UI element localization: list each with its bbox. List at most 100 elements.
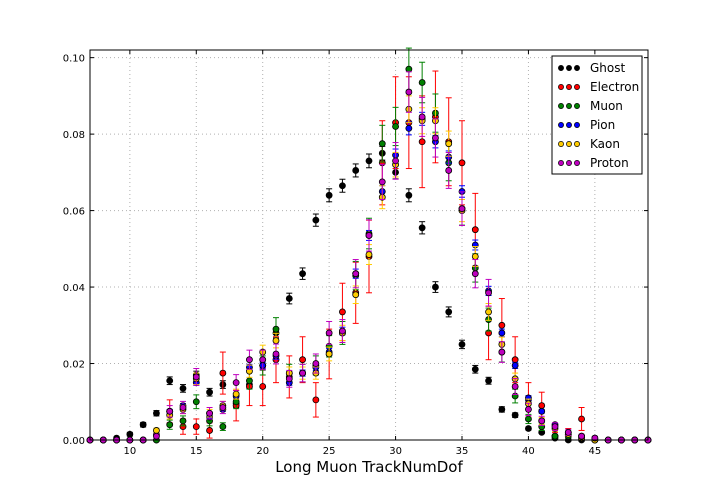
legend-marker [558,103,564,109]
data-point [378,140,386,148]
data-point [299,356,306,364]
legend-label: Electron [590,80,639,94]
data-point [445,140,453,148]
data-point [525,415,532,423]
data-point [166,377,174,385]
legend-marker [566,65,572,71]
legend-label: Kaon [590,137,620,151]
legend-label: Muon [590,99,623,113]
data-point [578,415,585,423]
data-point [272,325,280,333]
data-point [339,182,346,190]
data-point [232,398,240,406]
data-point [378,178,386,186]
legend-item: Proton [558,156,629,170]
data-point [285,295,293,302]
data-point [153,432,160,440]
y-tick-label: 0.06 [63,207,85,218]
data-point [511,356,519,364]
data-point [325,350,333,358]
data-point [166,407,174,415]
data-point [538,402,546,409]
data-point [471,270,479,278]
data-point [538,417,546,425]
legend-item: Ghost [558,61,625,75]
x-tick-label: 40 [522,446,535,457]
data-point [498,321,506,329]
data-point [458,205,466,213]
legend-marker [566,160,572,166]
data-point [312,396,320,404]
legend-marker [574,65,580,71]
y-tick-label: 0.00 [63,436,85,447]
data-point [418,113,426,121]
data-point [126,430,134,438]
data-point [179,417,187,425]
data-point [405,124,413,132]
data-point [259,383,267,390]
data-point [405,65,413,73]
y-tick-label: 0.04 [63,283,85,294]
data-point [219,423,227,431]
data-point [392,157,399,165]
legend-marker [566,103,572,109]
legend-marker [574,160,580,166]
data-point [219,404,227,411]
legend-item: Electron [558,80,639,94]
x-tick-label: 15 [190,446,203,457]
x-tick-label: 35 [456,446,469,457]
data-point [272,337,280,344]
data-point [246,377,253,385]
plot-area [86,47,652,444]
data-point [365,157,373,165]
data-point [538,407,546,415]
data-point [418,79,426,86]
data-point [564,428,572,436]
x-axis: 10 15 20 25 30 35 40 45 [123,50,601,457]
legend-label: Ghost [590,61,625,75]
data-point [299,369,306,377]
plot-frame [89,49,649,441]
series-ghost [86,145,652,444]
legend-marker [558,141,564,147]
data-point [551,423,559,431]
data-point [192,423,200,431]
legend-marker [558,65,564,71]
data-point [206,409,213,417]
data-point [206,388,213,396]
data-point [432,283,439,291]
data-point [232,390,240,398]
data-point [325,191,333,199]
data-point [498,348,506,356]
data-point [299,270,306,278]
data-point [352,291,360,299]
data-point [365,232,373,239]
data-point [485,289,492,297]
data-point [392,123,399,130]
data-point [139,421,147,429]
data-point [525,425,532,432]
data-point [485,377,492,385]
data-point [418,138,426,146]
legend-marker [566,122,572,128]
data-point [166,421,174,429]
legend-marker [558,122,564,128]
legend-label: Pion [590,118,615,132]
x-tick-label: 25 [323,446,336,457]
data-point [471,253,479,260]
x-tick-label: 45 [588,446,601,457]
data-point [471,365,479,373]
legend-marker [566,84,572,90]
data-point [232,379,240,387]
data-point [352,167,360,174]
legend-marker [574,141,580,147]
legend-marker [558,160,564,166]
data-point [259,356,267,364]
legend-marker [558,84,564,90]
legend-marker [574,122,580,128]
data-point [192,373,200,381]
legend-label: Proton [590,156,629,170]
data-point [525,406,532,413]
data-point [511,362,519,369]
